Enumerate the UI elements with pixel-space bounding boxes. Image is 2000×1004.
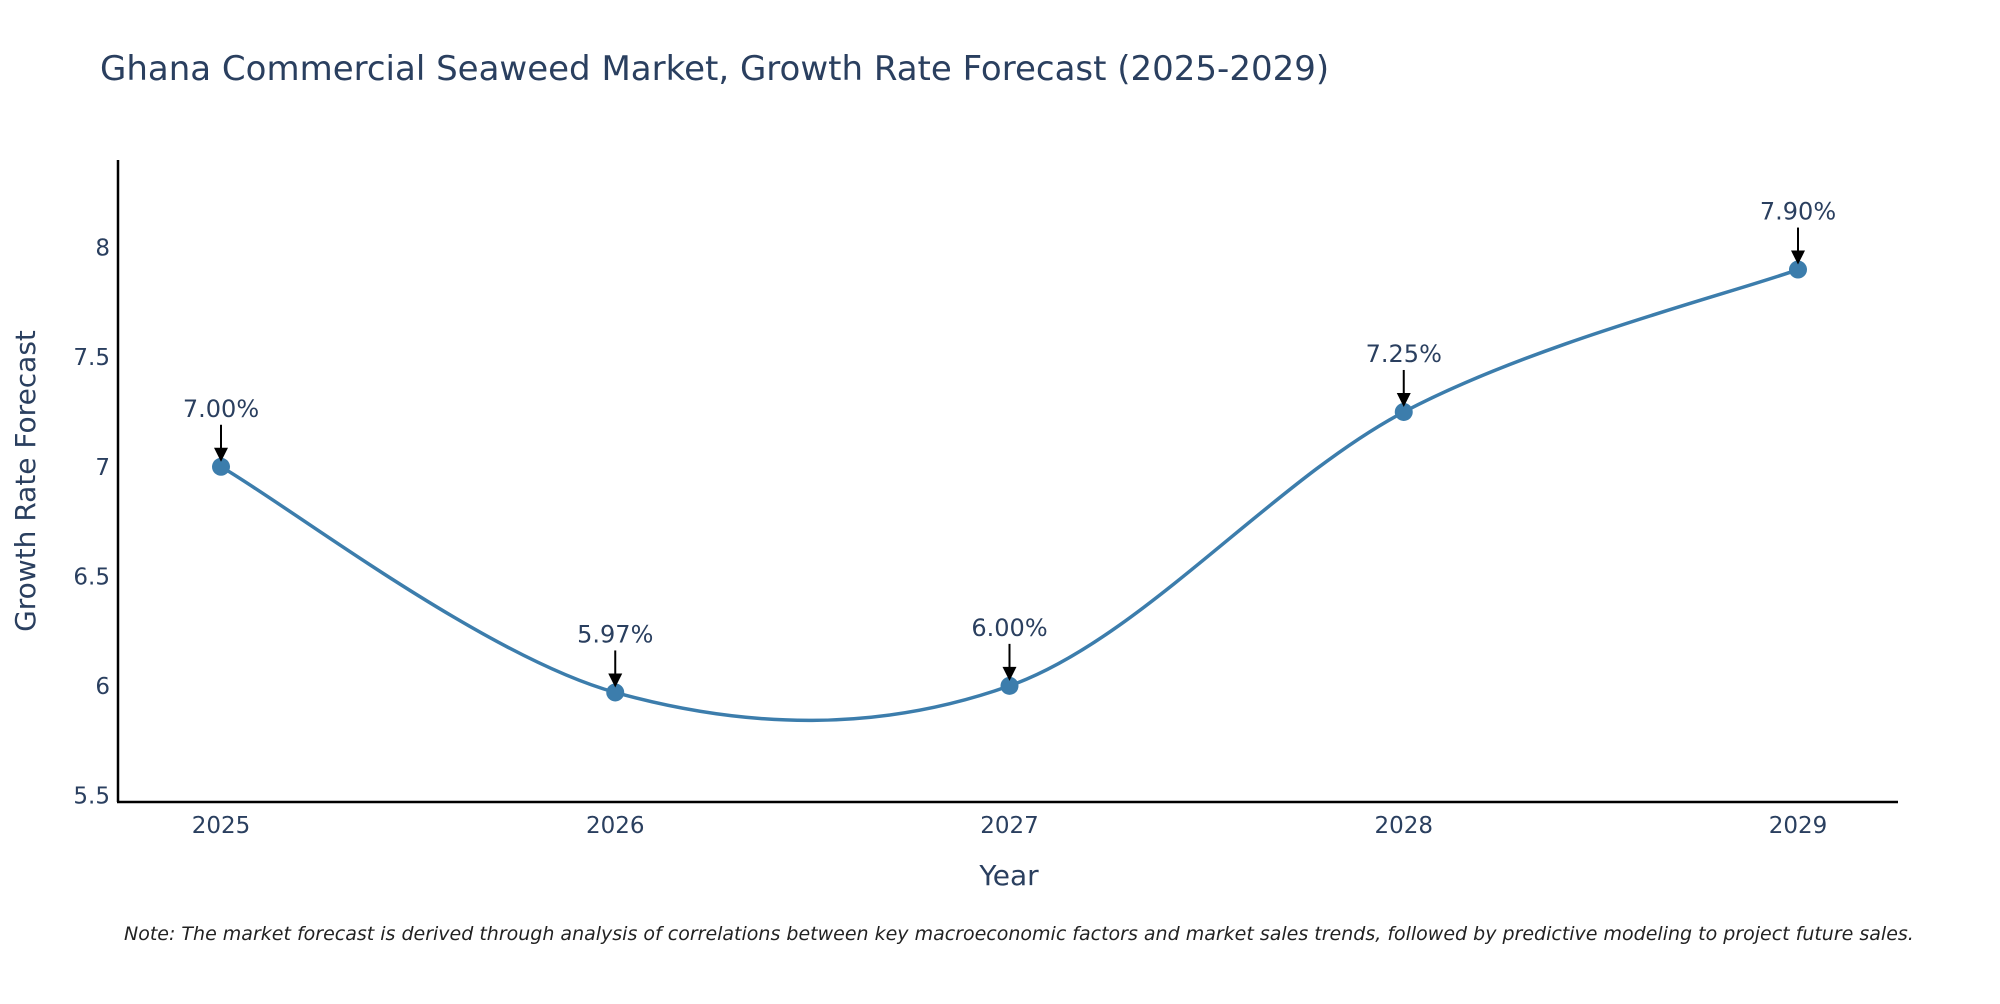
y-tick-labels: 5.5 6 6.5 7 7.5 8 (73, 236, 110, 810)
annotation-arrowhead (1396, 392, 1411, 407)
data-annotations: 7.00% 5.97% 6.00% 7.25% 7.90% (183, 198, 1836, 688)
annotation-arrowhead (214, 447, 228, 462)
data-annotation: 6.00% (971, 614, 1048, 681)
data-label: 6.00% (971, 614, 1047, 642)
annotation-arrowhead (1002, 666, 1017, 681)
y-tick-label: 8 (95, 236, 110, 262)
y-tick-label: 7 (95, 455, 110, 481)
data-label: 5.97% (577, 620, 653, 648)
y-tick-label: 5.5 (73, 783, 110, 809)
data-annotation: 7.00% (183, 395, 259, 462)
data-point-marker (1000, 676, 1019, 695)
data-annotation: 7.25% (1366, 340, 1442, 407)
x-tick-label: 2029 (1769, 813, 1828, 839)
y-axis-title: Growth Rate Forecast (9, 330, 42, 632)
y-tick-label: 6.5 (73, 564, 110, 590)
data-annotation: 5.97% (577, 620, 653, 688)
data-points (212, 260, 1807, 702)
x-tick-label: 2027 (980, 813, 1039, 839)
data-point-marker (606, 683, 625, 702)
y-tick-label: 6 (95, 674, 110, 700)
data-point-marker (212, 457, 230, 476)
x-tick-labels: 2025 2026 2027 2028 2029 (192, 813, 1828, 839)
x-axis-title: Year (978, 859, 1039, 892)
footnote: Note: The market forecast is derived thr… (124, 923, 1914, 945)
data-point-marker (1789, 260, 1807, 279)
data-annotation: 7.90% (1760, 198, 1836, 265)
data-label: 7.00% (183, 395, 259, 423)
annotation-arrowhead (1791, 250, 1805, 265)
x-tick-label: 2025 (192, 813, 251, 839)
data-label: 7.25% (1366, 340, 1442, 368)
data-label: 7.90% (1760, 198, 1836, 226)
data-point-marker (1394, 402, 1413, 421)
chart-title: Ghana Commercial Seaweed Market, Growth … (100, 49, 1329, 89)
x-tick-label: 2026 (586, 813, 645, 839)
x-tick-label: 2028 (1374, 813, 1433, 839)
annotation-arrowhead (608, 673, 623, 688)
y-tick-label: 7.5 (73, 345, 110, 371)
